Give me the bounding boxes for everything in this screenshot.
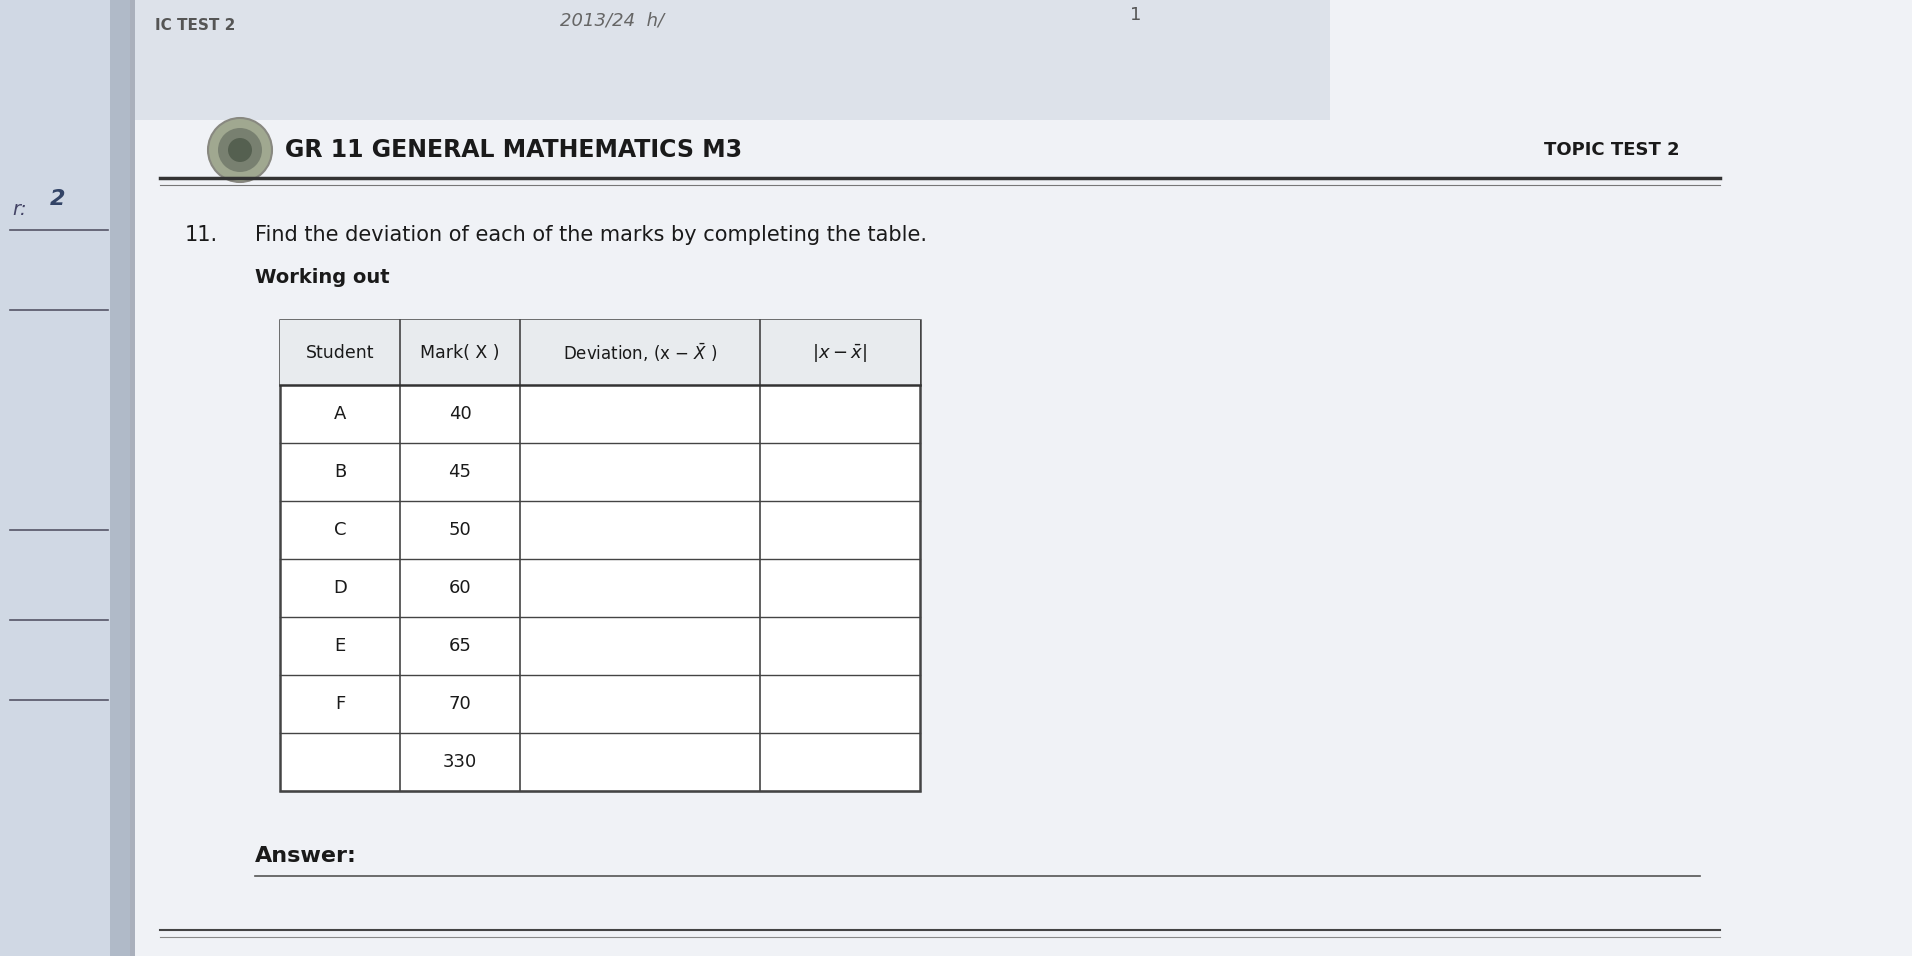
Polygon shape <box>1551 0 1912 300</box>
Text: r:: r: <box>11 200 27 219</box>
Polygon shape <box>1201 0 1912 956</box>
Text: 2013/24  h/: 2013/24 h/ <box>560 11 663 29</box>
Text: 1: 1 <box>1130 6 1141 24</box>
Text: $|x-\bar{x}|$: $|x-\bar{x}|$ <box>813 341 868 363</box>
Text: D: D <box>333 579 346 597</box>
Circle shape <box>228 138 252 162</box>
Text: TOPIC TEST 2: TOPIC TEST 2 <box>1545 141 1681 159</box>
Text: Find the deviation of each of the marks by completing the table.: Find the deviation of each of the marks … <box>254 225 927 245</box>
Polygon shape <box>130 0 1400 200</box>
Text: C: C <box>335 521 346 539</box>
Polygon shape <box>130 0 1912 956</box>
Text: B: B <box>335 463 346 481</box>
Circle shape <box>218 128 262 172</box>
Text: Answer:: Answer: <box>254 846 358 866</box>
Text: Mark( X ): Mark( X ) <box>421 343 499 361</box>
Text: A: A <box>335 405 346 423</box>
Text: 50: 50 <box>449 521 472 539</box>
Bar <box>279 320 920 385</box>
Text: E: E <box>335 637 346 655</box>
Text: 40: 40 <box>449 405 472 423</box>
Text: 60: 60 <box>449 579 472 597</box>
Bar <box>124 0 136 956</box>
Text: 330: 330 <box>444 753 478 771</box>
Bar <box>130 0 1331 120</box>
Text: 70: 70 <box>449 695 472 713</box>
Bar <box>279 320 920 791</box>
Text: Student: Student <box>306 343 375 361</box>
Text: 11.: 11. <box>185 225 218 245</box>
Text: IC TEST 2: IC TEST 2 <box>155 18 235 33</box>
Text: F: F <box>335 695 346 713</box>
Text: GR 11 GENERAL MATHEMATICS M3: GR 11 GENERAL MATHEMATICS M3 <box>285 138 742 162</box>
Text: Deviation, (x $-$ $\bar{X}$ ): Deviation, (x $-$ $\bar{X}$ ) <box>562 341 717 363</box>
Circle shape <box>208 118 272 182</box>
Bar <box>111 0 130 956</box>
Text: 45: 45 <box>449 463 472 481</box>
Text: 2: 2 <box>50 189 65 209</box>
Bar <box>0 0 130 956</box>
Text: Working out: Working out <box>254 268 390 287</box>
Polygon shape <box>201 0 950 150</box>
Text: 65: 65 <box>449 637 472 655</box>
